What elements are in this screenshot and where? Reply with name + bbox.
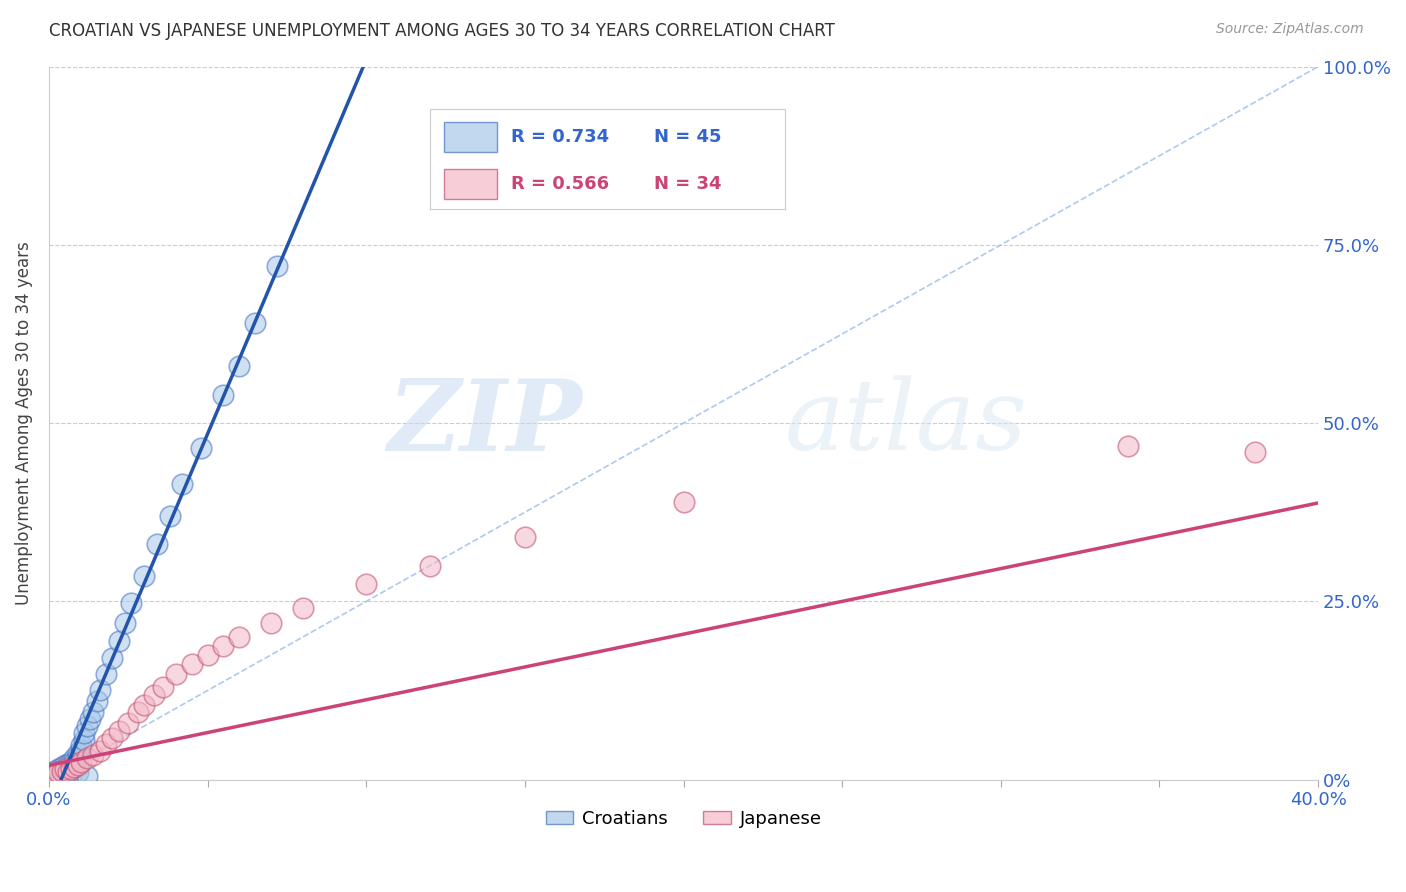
Text: ZIP: ZIP	[387, 375, 582, 471]
Point	[86, 694, 108, 708]
Point	[152, 680, 174, 694]
Point	[63, 751, 86, 765]
Point	[266, 259, 288, 273]
Point	[66, 746, 89, 760]
Point	[56, 762, 79, 776]
Point	[101, 731, 124, 746]
Point	[172, 476, 194, 491]
Point	[53, 762, 76, 776]
Legend: Croatians, Japanese: Croatians, Japanese	[538, 802, 828, 835]
Point	[419, 558, 441, 573]
Point	[180, 657, 202, 672]
Point	[69, 739, 91, 753]
Point	[48, 765, 70, 780]
Point	[63, 760, 86, 774]
Point	[41, 769, 63, 783]
Y-axis label: Unemployment Among Ages 30 to 34 years: Unemployment Among Ages 30 to 34 years	[15, 241, 32, 605]
Point	[66, 749, 89, 764]
Point	[73, 733, 96, 747]
Point	[44, 764, 66, 778]
Point	[41, 769, 63, 783]
Point	[44, 767, 66, 781]
Point	[51, 760, 73, 774]
Point	[94, 737, 117, 751]
Point	[73, 726, 96, 740]
Point	[89, 683, 111, 698]
Point	[44, 767, 66, 781]
Point	[48, 762, 70, 776]
Point	[228, 359, 250, 373]
Point	[1116, 439, 1139, 453]
Point	[107, 724, 129, 739]
Point	[94, 667, 117, 681]
Text: atlas: atlas	[785, 376, 1028, 471]
Point	[69, 742, 91, 756]
Point	[114, 615, 136, 630]
Point	[51, 767, 73, 781]
Text: Source: ZipAtlas.com: Source: ZipAtlas.com	[1216, 22, 1364, 37]
Point	[60, 769, 83, 783]
Point	[53, 758, 76, 772]
Point	[190, 441, 212, 455]
Point	[228, 630, 250, 644]
Point	[76, 719, 98, 733]
Point	[245, 316, 267, 330]
Point	[165, 667, 187, 681]
Point	[82, 705, 104, 719]
Point	[356, 576, 378, 591]
Point	[48, 765, 70, 780]
Point	[66, 765, 89, 780]
Point	[60, 762, 83, 776]
Point	[53, 764, 76, 778]
Point	[76, 751, 98, 765]
Point	[89, 744, 111, 758]
Point	[212, 639, 235, 653]
Point	[197, 648, 219, 662]
Point	[56, 765, 79, 780]
Point	[513, 530, 536, 544]
Point	[107, 633, 129, 648]
Point	[117, 715, 139, 730]
Point	[66, 758, 89, 772]
Point	[79, 712, 101, 726]
Point	[127, 705, 149, 719]
Point	[51, 764, 73, 778]
Point	[672, 494, 695, 508]
Point	[212, 387, 235, 401]
Point	[76, 769, 98, 783]
Point	[142, 689, 165, 703]
Point	[69, 755, 91, 769]
Point	[101, 651, 124, 665]
Point	[60, 760, 83, 774]
Point	[146, 537, 169, 551]
Point	[53, 767, 76, 781]
Point	[60, 755, 83, 769]
Point	[48, 769, 70, 783]
Point	[121, 596, 143, 610]
Point	[134, 698, 156, 712]
Point	[134, 569, 156, 583]
Point	[159, 508, 181, 523]
Point	[291, 601, 314, 615]
Point	[82, 747, 104, 762]
Point	[56, 756, 79, 771]
Point	[260, 615, 283, 630]
Point	[1243, 444, 1265, 458]
Point	[63, 755, 86, 769]
Text: CROATIAN VS JAPANESE UNEMPLOYMENT AMONG AGES 30 TO 34 YEARS CORRELATION CHART: CROATIAN VS JAPANESE UNEMPLOYMENT AMONG …	[49, 22, 835, 40]
